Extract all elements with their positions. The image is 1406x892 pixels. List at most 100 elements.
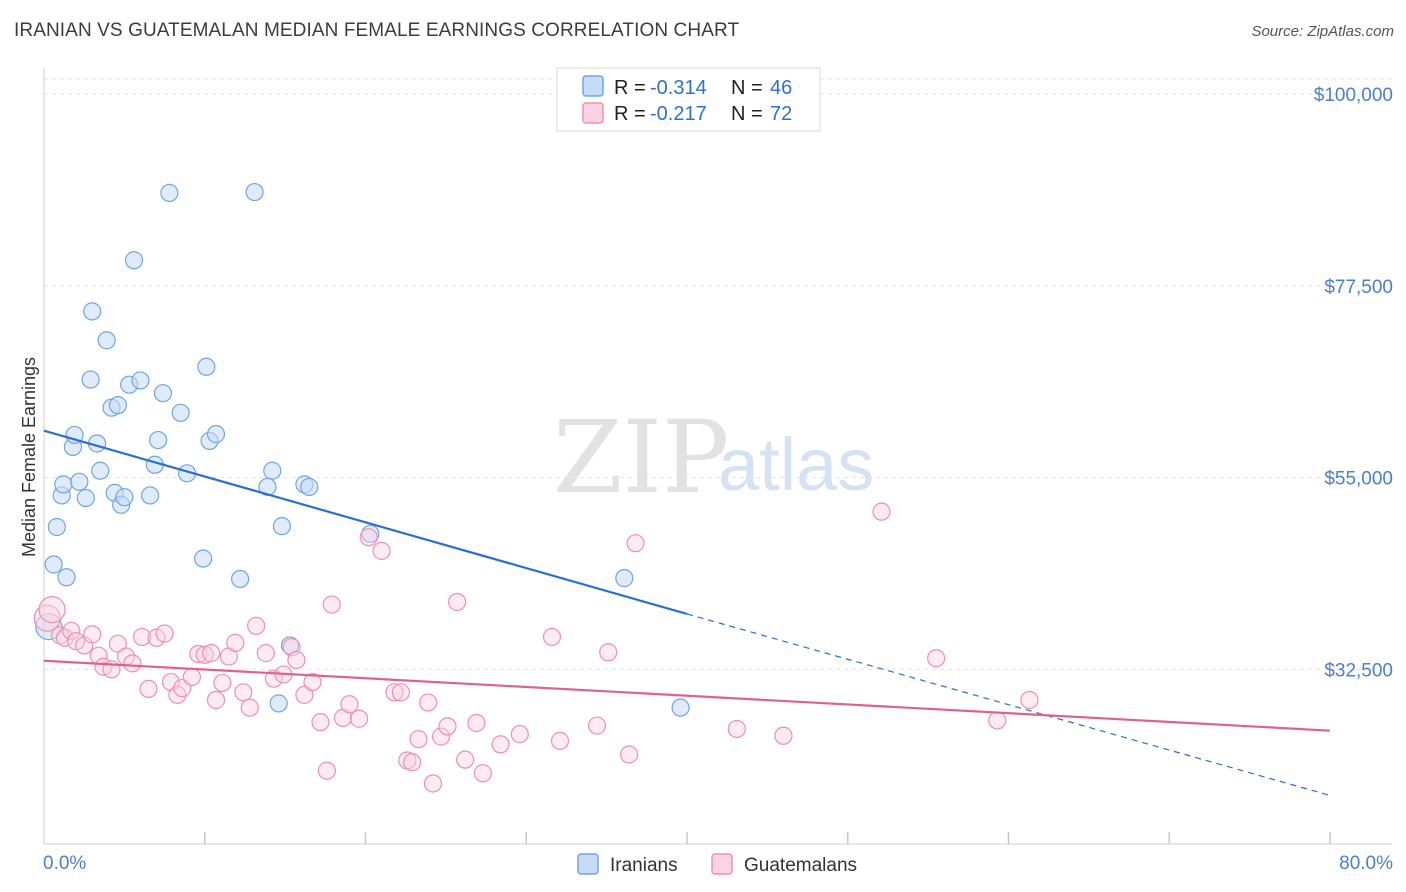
guatemalan-point xyxy=(287,650,306,670)
iranian-point xyxy=(76,488,95,508)
iranian-point xyxy=(54,475,73,494)
watermark-atlas: atlas xyxy=(718,423,874,506)
iranian-point xyxy=(97,331,116,350)
legend-r-label-1: R = xyxy=(614,77,646,99)
iranian-point xyxy=(44,555,63,574)
guatemalan-point xyxy=(403,753,422,772)
guatemalan-point xyxy=(431,727,451,746)
guatemalan-point xyxy=(542,627,562,647)
legend-r-value-2: -0.217 xyxy=(650,103,707,125)
guatemalan-point xyxy=(55,628,74,647)
guatemalan-point xyxy=(234,683,253,702)
bottom-legend-label-guatemalans: Guatemalans xyxy=(744,855,857,876)
iranian-point xyxy=(91,461,110,480)
iranian-point xyxy=(194,549,213,568)
guatemalan-point xyxy=(83,625,102,644)
x-tick-label-min: 0.0% xyxy=(43,853,86,874)
iranian-point xyxy=(615,569,634,588)
guatemalan-point xyxy=(195,645,214,664)
iranian-point xyxy=(83,302,102,321)
guatemalan-point xyxy=(240,698,259,717)
iranian-point xyxy=(81,370,100,389)
iranian-point xyxy=(153,384,173,403)
guatemalan-point xyxy=(587,716,607,735)
watermark-zip: ZIP xyxy=(553,399,729,516)
guatemalan-point xyxy=(510,724,529,744)
guatemalan-point xyxy=(206,690,226,710)
y-axis-title: Median Female Earnings xyxy=(19,357,39,557)
x-tick-label-max: 80.0% xyxy=(1339,853,1393,874)
iranian-point xyxy=(269,694,288,713)
guatemalan-point xyxy=(295,685,314,704)
guatemalan-point xyxy=(226,633,245,652)
guatemalan-point xyxy=(448,592,467,612)
guatemalan-point xyxy=(155,624,174,643)
iranian-point xyxy=(206,425,226,444)
guatemalan-point xyxy=(423,774,443,793)
guatemalan-point xyxy=(303,672,322,692)
iranian-point xyxy=(300,477,319,497)
guatemalan-point xyxy=(50,626,70,645)
iranian-point xyxy=(108,396,128,415)
legend-r-label-2: R = xyxy=(614,103,646,125)
iranian-point xyxy=(115,488,134,507)
iranian-point xyxy=(231,569,250,589)
guatemalan-point xyxy=(927,649,946,668)
guatemalan-point xyxy=(340,695,359,714)
x-ticks xyxy=(204,832,1331,844)
legend-r-value-1: -0.314 xyxy=(650,77,707,99)
legend-n-value-2: 72 xyxy=(770,103,792,125)
bottom-legend-label-iranians: Iranians xyxy=(610,855,678,876)
guatemalan-point xyxy=(409,730,428,749)
iranian-point xyxy=(140,486,160,505)
guatemalan-point xyxy=(774,726,793,745)
legend-swatch-guatemalans xyxy=(582,102,604,124)
iranian-point xyxy=(263,461,282,480)
guatemalan-point xyxy=(108,634,128,653)
y-tick-label: $55,000 xyxy=(1324,469,1393,490)
bottom-legend-swatch-guatemalans xyxy=(711,853,733,875)
iranian-point xyxy=(70,472,89,491)
iranian-point xyxy=(160,183,179,203)
guatemalan-point xyxy=(62,621,81,641)
guatemalan-point xyxy=(727,719,746,739)
iranian-point xyxy=(124,251,144,270)
chart-title: IRANIAN VS GUATEMALAN MEDIAN FEMALE EARN… xyxy=(14,20,740,41)
guatemalan-point xyxy=(988,711,1007,730)
legend-n-label-2: N = xyxy=(731,103,763,125)
iranian-point xyxy=(272,517,292,536)
guatemalan-point xyxy=(491,735,510,754)
guatemalan-point xyxy=(872,502,891,521)
guatemalan-point xyxy=(311,713,330,732)
guatemalan-point xyxy=(132,627,152,647)
iranian-point xyxy=(131,371,150,390)
guatemalan-point xyxy=(189,644,208,664)
iranian-point xyxy=(671,698,690,717)
source-credit: Source: ZipAtlas.com xyxy=(1251,23,1394,40)
trend-lines xyxy=(43,429,1331,797)
guatemalan-point xyxy=(247,616,266,635)
iranian-trend-extension xyxy=(686,613,1331,797)
guatemalan-point xyxy=(620,745,639,764)
guatemalan-trend-line xyxy=(43,659,1331,732)
guatemalan-point xyxy=(626,534,645,553)
guatemalan-point xyxy=(349,709,369,728)
bottom-legend-swatch-iranians xyxy=(577,853,599,875)
guatemalan-point xyxy=(550,731,570,750)
legend-n-value-1: 46 xyxy=(770,77,792,99)
bottom-legend: Iranians Guatemalans xyxy=(577,853,857,876)
iranian-point xyxy=(245,182,264,202)
guatemalan-point xyxy=(202,644,221,663)
guatemalan-point xyxy=(391,683,410,702)
iranian-point xyxy=(149,430,168,450)
legend-n-label-1: N = xyxy=(731,77,763,99)
guatemalan-point xyxy=(213,673,232,693)
guatemalan-point xyxy=(317,761,337,780)
axes xyxy=(43,68,1392,845)
guatemalan-point xyxy=(385,683,404,702)
y-tick-label: $32,500 xyxy=(1324,660,1393,681)
guatemalan-point xyxy=(322,595,341,614)
guatemalan-point xyxy=(359,528,378,547)
guatemalan-point xyxy=(256,644,275,663)
